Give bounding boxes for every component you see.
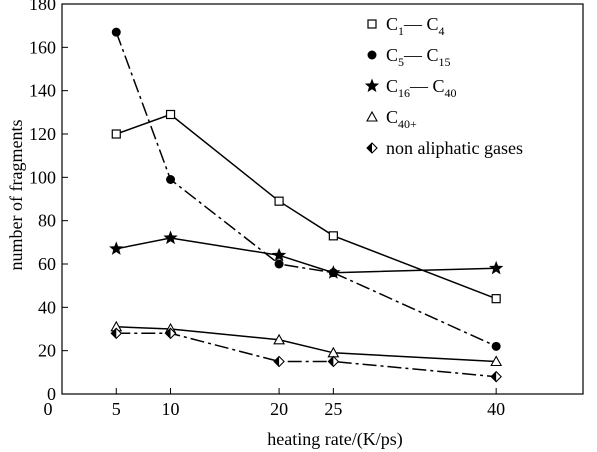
star-marker <box>109 241 124 255</box>
y-tick-label: 60 <box>38 254 56 274</box>
triangle-marker <box>490 355 503 367</box>
y-tick-label: 20 <box>38 341 56 361</box>
data-point <box>327 355 340 368</box>
circle-marker <box>367 50 377 60</box>
data-point <box>491 294 501 304</box>
legend-marker <box>367 50 377 60</box>
data-point <box>491 341 501 351</box>
square-marker <box>491 294 501 304</box>
star-marker <box>163 230 178 245</box>
series-1 <box>111 109 501 304</box>
data-point <box>109 241 124 255</box>
y-tick-label: 80 <box>38 211 56 231</box>
circle-marker <box>274 259 284 269</box>
diamond-half-fill <box>111 328 117 339</box>
plot-border <box>61 3 584 395</box>
square-marker <box>111 129 121 139</box>
x-tick-label: 20 <box>270 399 288 419</box>
x-axis-ticks: 0 5 10 20 25 40 <box>44 388 505 419</box>
y-tick-label: 120 <box>29 124 56 144</box>
series-5 <box>110 327 502 383</box>
x-tick-label: 0 <box>44 399 53 419</box>
data-point <box>489 260 504 275</box>
data-point <box>273 355 285 368</box>
data-point <box>490 355 503 367</box>
y-axis-title: number of fragments <box>6 120 26 271</box>
x-tick-label: 40 <box>487 399 505 419</box>
data-point <box>111 27 121 37</box>
data-point <box>166 175 176 184</box>
series-layer <box>109 27 504 383</box>
y-axis-ticks: 0 20 40 60 80 100 120 140 160 180 <box>29 0 68 404</box>
x-axis-title: heating rate/(K/ps) <box>267 429 402 450</box>
square-marker <box>328 231 338 241</box>
data-point <box>274 259 284 269</box>
data-point <box>273 333 286 345</box>
data-point <box>111 129 121 139</box>
legend-item: C5— C15 <box>367 45 451 69</box>
data-point <box>490 370 502 383</box>
data-point <box>326 265 341 279</box>
legend-label: C5— C15 <box>386 45 451 69</box>
data-point <box>164 327 177 340</box>
y-tick-label: 160 <box>29 37 56 57</box>
diamond-half-fill <box>165 328 171 339</box>
legend-label: C1— C4 <box>386 14 445 38</box>
legend-item: non aliphatic gases <box>366 138 523 158</box>
y-tick-label: 0 <box>47 384 56 404</box>
data-point <box>328 231 338 241</box>
circle-marker <box>491 341 501 351</box>
square-marker <box>367 19 377 29</box>
legend-item: C16— C40 <box>364 76 457 100</box>
data-point <box>165 109 176 120</box>
diamond-half-fill <box>328 356 334 367</box>
diamond-half-fill <box>274 356 280 367</box>
x-tick-label: 25 <box>324 399 342 419</box>
square-marker <box>274 196 284 206</box>
data-point <box>271 247 287 262</box>
star-marker <box>489 260 504 275</box>
legend-marker <box>364 78 380 93</box>
legend-item: C1— C4 <box>367 14 445 38</box>
legend-marker <box>366 110 378 122</box>
series-3 <box>109 230 504 279</box>
y-tick-label: 140 <box>29 81 56 101</box>
series-line <box>116 237 497 274</box>
legend-marker <box>367 19 377 29</box>
legend-label: C16— C40 <box>386 76 457 100</box>
circle-marker <box>166 175 176 184</box>
star-marker <box>326 265 341 279</box>
plot-frame <box>61 3 584 395</box>
star-marker <box>271 247 287 262</box>
y-tick-label: 100 <box>29 167 56 187</box>
data-point <box>163 230 178 245</box>
legend-item: C40+ <box>366 107 417 131</box>
series-4 <box>110 320 503 367</box>
circle-marker <box>111 27 121 37</box>
triangle-marker <box>273 333 286 345</box>
x-tick-label: 10 <box>162 399 180 419</box>
star-marker <box>364 78 380 93</box>
legend-label: non aliphatic gases <box>386 138 523 158</box>
diamond-half-fill <box>491 371 497 382</box>
series-line <box>116 332 497 378</box>
diamond-half-fill <box>367 143 372 153</box>
square-marker <box>165 109 176 120</box>
legend-marker <box>366 142 378 154</box>
y-tick-label: 40 <box>38 297 56 317</box>
x-tick-label: 5 <box>112 399 121 419</box>
data-point <box>274 196 284 206</box>
data-point <box>110 327 123 340</box>
y-tick-label: 180 <box>29 0 56 14</box>
legend-label: C40+ <box>386 107 417 131</box>
triangle-marker <box>366 110 378 122</box>
legend: C1— C4 C5— C15 C16— C40 C40+ non aliphatic g… <box>364 14 523 158</box>
